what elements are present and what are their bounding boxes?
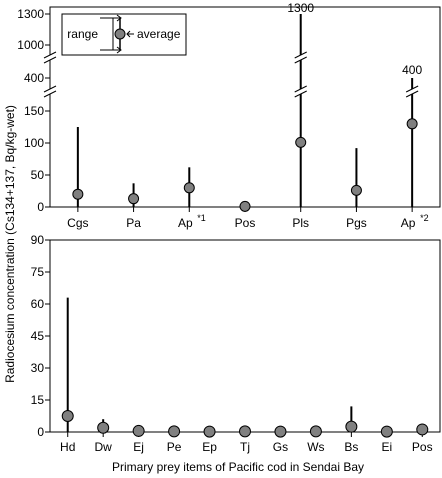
annotation-ap2-max: 400: [402, 63, 422, 77]
legend-range-arrows: [113, 17, 120, 51]
top-y-tick-label: 1300: [17, 7, 44, 21]
legend-range-label: range: [67, 27, 98, 41]
bottom-x-tick-label: Tj: [240, 440, 250, 454]
top-x-tick-note: *1: [197, 213, 206, 223]
bottom-panel-frame: [49, 239, 441, 433]
bottom-y-tick-label: 45: [31, 329, 45, 343]
bottom-y-tick-label: 90: [31, 233, 45, 247]
bottom-x-tick-label: Ws: [307, 440, 324, 454]
top-average-marker: [239, 200, 251, 212]
top-range-break-mark: [294, 51, 307, 59]
top-axis-break-gap: [47, 55, 53, 60]
bottom-average-marker: [274, 425, 287, 438]
bottom-average-marker: [203, 425, 216, 438]
top-axis-break-gap: [47, 89, 53, 94]
top-y-tick-label: 0: [37, 200, 44, 214]
top-range-break-mark: [405, 85, 419, 93]
top-x-tick-label: Cgs: [67, 216, 88, 230]
top-range-break-mark: [294, 56, 307, 64]
top-x-tick-label: Pgs: [346, 216, 367, 230]
bottom-y-tick-label: 15: [31, 393, 45, 407]
top-axis-break-mark: [43, 51, 57, 59]
annotation-pls-max: 1300: [287, 1, 314, 15]
top-range-break-mark: [294, 85, 307, 93]
top-range-break-gap: [297, 55, 304, 60]
top-average-marker: [406, 118, 418, 130]
top-x-tick-note: *2: [420, 213, 429, 223]
top-x-tick-label: Pos: [235, 216, 256, 230]
top-range-break-gap: [297, 89, 304, 94]
top-y-tick-label: 400: [24, 71, 44, 85]
y-axis-label: Radiocesium concentration (Cs134+137, Bq…: [3, 105, 17, 383]
legend-average-marker: [114, 28, 126, 40]
legend-average-arrow: [126, 30, 134, 38]
bottom-x-tick-label: Dw: [95, 440, 113, 454]
top-axis-break-mark: [43, 56, 57, 64]
bottom-average-marker: [416, 423, 429, 436]
top-range-break-mark: [405, 90, 419, 98]
top-x-tick-label: Pa: [126, 216, 141, 230]
top-y-tick-label: 50: [31, 168, 45, 182]
bottom-x-tick-label: Gs: [273, 440, 288, 454]
bottom-y-tick-label: 0: [37, 425, 44, 439]
bottom-average-marker: [309, 425, 322, 438]
top-axis-break-mark: [43, 85, 57, 93]
legend-range-bracket: [100, 17, 114, 51]
bottom-average-marker: [168, 425, 181, 438]
top-range-break-gap: [409, 89, 416, 94]
bottom-average-marker: [380, 425, 393, 438]
bottom-x-tick-label: Bs: [344, 440, 358, 454]
bottom-x-tick-label: Pe: [167, 440, 182, 454]
x-axis-label: Primary prey items of Pacific cod in Sen…: [112, 460, 364, 474]
top-y-tick-label: 1000: [17, 38, 44, 52]
top-axis-break-mark: [43, 90, 57, 98]
legend-average-label: average: [137, 27, 181, 41]
top-y-tick-label: 150: [24, 104, 44, 118]
bottom-y-tick-label: 30: [31, 361, 45, 375]
top-x-tick-label: Ap: [401, 216, 416, 230]
top-average-marker: [183, 182, 195, 194]
chart-marks: [61, 14, 429, 438]
legend-arrowheads: [116, 14, 122, 54]
bottom-x-tick-label: Ej: [133, 440, 144, 454]
bottom-average-marker: [345, 420, 358, 433]
bottom-average-marker: [97, 421, 110, 434]
top-average-marker: [295, 136, 307, 148]
bottom-average-marker: [239, 425, 251, 438]
bottom-x-tick-label: Ei: [381, 440, 392, 454]
top-average-marker: [128, 193, 140, 205]
top-y-tick-label: 100: [24, 136, 44, 150]
bottom-x-tick-label: Hd: [60, 440, 75, 454]
legend-box: range average: [61, 13, 187, 56]
top-range-break-mark: [294, 90, 307, 98]
bottom-average-marker: [132, 424, 145, 437]
bottom-average-marker: [61, 410, 74, 422]
bottom-y-tick-label: 60: [31, 297, 45, 311]
top-x-tick-label: Pls: [292, 216, 309, 230]
bottom-y-tick-label: 75: [31, 265, 45, 279]
top-average-marker: [350, 184, 362, 196]
top-average-marker: [72, 188, 84, 200]
top-x-tick-label: Ap: [178, 216, 193, 230]
bottom-x-tick-label: Ep: [202, 440, 217, 454]
bottom-x-tick-label: Pos: [412, 440, 433, 454]
